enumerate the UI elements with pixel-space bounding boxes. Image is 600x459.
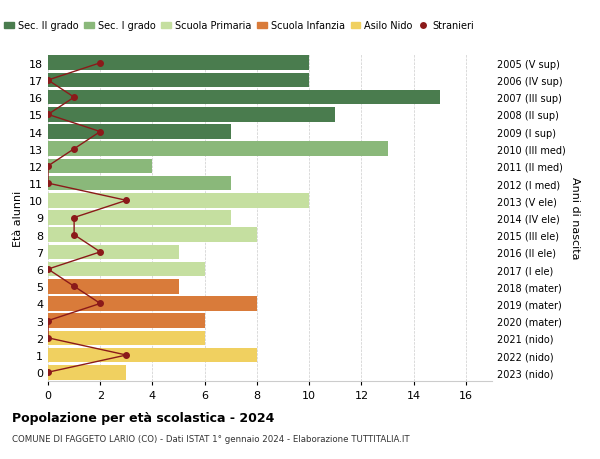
Point [43, 335, 53, 342]
Point [43, 163, 53, 170]
Bar [48, 313, 205, 328]
Point [43, 266, 53, 273]
Bar [48, 331, 205, 345]
Point [70, 283, 79, 290]
Bar [48, 194, 309, 208]
Point [95, 300, 105, 308]
Point [43, 369, 53, 376]
Bar [48, 245, 179, 260]
Bar [48, 262, 205, 277]
Bar [48, 365, 127, 380]
Point [122, 197, 131, 205]
Y-axis label: Anni di nascita: Anni di nascita [569, 177, 580, 259]
Point [70, 146, 79, 153]
Legend: Sec. II grado, Sec. I grado, Scuola Primaria, Scuola Infanzia, Asilo Nido, Stran: Sec. II grado, Sec. I grado, Scuola Prim… [0, 17, 478, 35]
Point [43, 317, 53, 325]
Bar [48, 73, 309, 88]
Bar [48, 348, 257, 363]
Bar [48, 211, 231, 225]
Bar [48, 56, 309, 71]
Point [95, 129, 105, 136]
Bar [48, 108, 335, 123]
Point [43, 112, 53, 119]
Bar [48, 280, 179, 294]
Bar [48, 176, 231, 191]
Point [43, 77, 53, 84]
Bar [48, 125, 231, 140]
Bar [48, 159, 152, 174]
Bar [48, 297, 257, 311]
Bar [48, 142, 388, 157]
Point [43, 180, 53, 187]
Text: COMUNE DI FAGGETO LARIO (CO) - Dati ISTAT 1° gennaio 2024 - Elaborazione TUTTITA: COMUNE DI FAGGETO LARIO (CO) - Dati ISTA… [12, 434, 410, 443]
Point [95, 249, 105, 256]
Point [122, 352, 131, 359]
Bar [48, 91, 440, 105]
Point [70, 231, 79, 239]
Bar [48, 228, 257, 242]
Point [70, 214, 79, 222]
Text: Popolazione per età scolastica - 2024: Popolazione per età scolastica - 2024 [12, 411, 274, 424]
Y-axis label: Età alunni: Età alunni [13, 190, 23, 246]
Point [70, 94, 79, 101]
Point [95, 60, 105, 67]
